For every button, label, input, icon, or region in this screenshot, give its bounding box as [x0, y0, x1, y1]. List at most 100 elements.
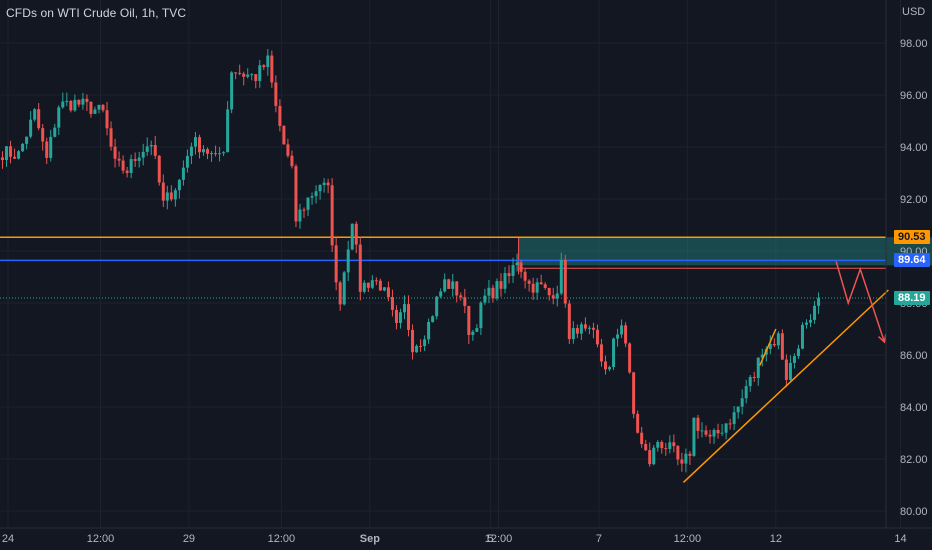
candle-body [153, 144, 157, 156]
candle-body [672, 442, 676, 447]
candle-body [800, 324, 804, 349]
candle-body [680, 459, 684, 464]
candle-body [459, 295, 463, 298]
candle-body [632, 372, 636, 414]
candle-body [423, 339, 427, 347]
candle-body [29, 119, 33, 137]
x-tick-label: Sep [360, 533, 380, 545]
candle-body [238, 72, 242, 74]
candle-body [531, 283, 535, 293]
candle-body [527, 280, 531, 284]
candle-body [656, 442, 660, 448]
candle-body [41, 128, 45, 142]
candle-body [197, 137, 201, 153]
candle-body [543, 284, 547, 288]
y-tick-label: 98.00 [900, 38, 928, 50]
candle-body [796, 348, 800, 357]
candle-body [145, 146, 149, 152]
candle-body [310, 196, 314, 198]
candle-body [439, 291, 443, 297]
candle-body [736, 406, 740, 413]
trendline [759, 328, 777, 366]
x-tick-label: 12:00 [485, 533, 513, 545]
candle-body [25, 136, 29, 144]
x-tick-label: 29 [183, 533, 195, 545]
candle-body [161, 182, 165, 201]
candle-body [17, 151, 21, 159]
candle-body [539, 282, 543, 285]
x-tick-label: 5 [487, 533, 493, 545]
candle-body [133, 159, 137, 161]
y-tick-label: 84.00 [900, 402, 928, 414]
candle-body [716, 429, 720, 434]
price-badge: 88.19 [894, 291, 930, 306]
candle-body [338, 282, 342, 305]
candle-body [427, 321, 431, 340]
candle-body [571, 328, 575, 340]
candle-body [471, 331, 475, 335]
candle-body [149, 144, 153, 147]
candle-body [181, 167, 185, 180]
candle-body [604, 361, 607, 370]
x-tick-label: 12:00 [87, 533, 115, 545]
candle-body [230, 72, 234, 110]
candle-body [616, 334, 620, 339]
candle-body [692, 417, 696, 456]
candle-body [688, 453, 692, 456]
candle-body [640, 432, 644, 445]
candle-body [499, 281, 503, 289]
candle-body [246, 74, 250, 77]
candle-body [567, 303, 571, 340]
candle-body [740, 398, 744, 407]
candle-body [463, 297, 467, 306]
chart-title: CFDs on WTI Crude Oil, 1h, TVC [6, 6, 187, 20]
candle-body [274, 82, 278, 106]
candle-body [447, 279, 451, 289]
candle-body [286, 144, 290, 156]
candle-body [262, 65, 266, 68]
candle-body [270, 55, 274, 83]
candle-body [591, 327, 595, 330]
currency-label: USD [902, 6, 926, 18]
candle-body [370, 280, 374, 288]
x-tick-label: 12 [770, 533, 782, 545]
candle-body [73, 99, 77, 111]
candle-body [515, 262, 519, 266]
candle-body [69, 101, 73, 111]
candle-body [559, 260, 563, 294]
candle-body [65, 101, 69, 103]
candle-body [431, 316, 435, 322]
candle-body [479, 302, 483, 329]
candle-body [696, 417, 700, 431]
candle-body [776, 333, 780, 346]
candle-body [258, 65, 262, 81]
candle-body [411, 329, 415, 353]
candle-body [419, 345, 423, 347]
candle-body [792, 356, 796, 363]
grid [0, 0, 901, 528]
candle-body [523, 271, 527, 281]
candle-body [234, 72, 238, 74]
candle-body [551, 295, 555, 299]
candle-body [49, 136, 53, 158]
candle-body [13, 156, 17, 159]
candle-body [294, 166, 298, 222]
candle-body [330, 185, 334, 246]
candle-body [620, 325, 624, 335]
candle-body [250, 74, 254, 76]
candle-body [487, 287, 491, 296]
candle-body [772, 343, 776, 346]
candle-body [290, 155, 294, 167]
candle-body [57, 107, 61, 128]
candle-body [788, 362, 792, 380]
candle-body [81, 98, 85, 105]
candle-body [535, 282, 539, 293]
candle-body [169, 192, 173, 200]
candle-body [33, 109, 37, 120]
candle-body [61, 101, 65, 108]
candle-body [390, 297, 394, 310]
time-axis: 24 12:00 29 12:00 Sep 512:00 7 12:00 12 14 [2, 533, 907, 545]
trendlines [682, 289, 889, 483]
candle-body [298, 209, 302, 222]
